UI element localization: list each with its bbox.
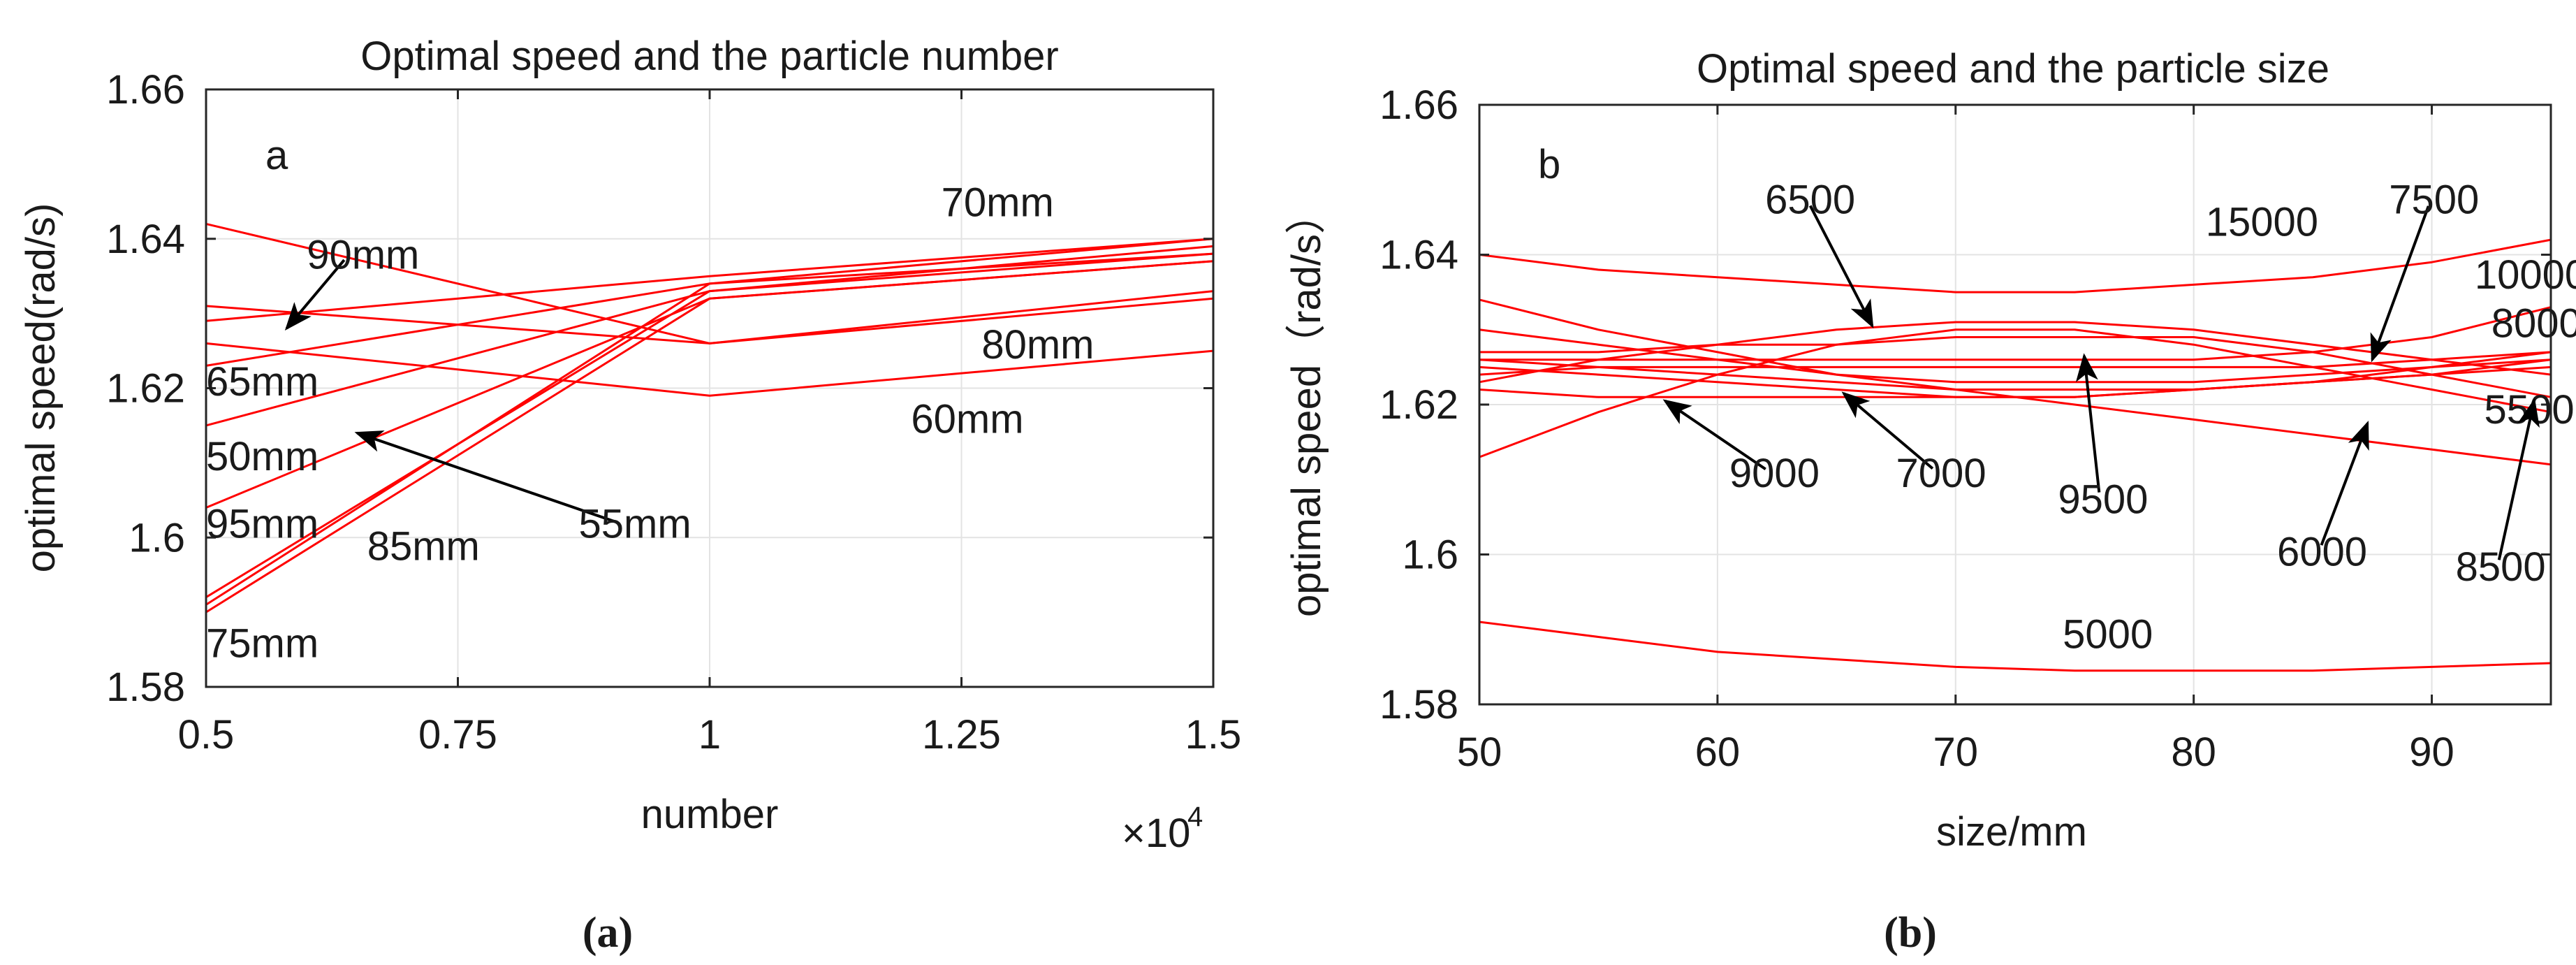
a-caption: (a) (583, 909, 633, 957)
b-annotation-arrow (2370, 205, 2430, 363)
b-xtick-label: 60 (1695, 730, 1741, 775)
a-xtick-label: 1.25 (922, 712, 1001, 757)
b-annotation-label: 8500 (2456, 544, 2546, 590)
b-annotation-label: 6000 (2277, 530, 2367, 575)
b-lines (1479, 238, 2552, 672)
panel-b: 50 60 70 80 90 1.58 1.6 1.62 1.64 1.66 6500 15000 7… (1284, 46, 2576, 957)
b-annotation-arrow (2497, 398, 2540, 560)
b-annotation-label: 10000 (2475, 252, 2576, 298)
b-annotation-arrow (1808, 205, 1874, 328)
a-ylabel: optimal speed(rad/s) (18, 203, 64, 573)
b-ytick-label: 1.64 (1380, 233, 1458, 278)
a-annotation-label: 80mm (981, 322, 1094, 368)
a-grid (205, 89, 1214, 688)
b-ytick-label: 1.62 (1380, 382, 1458, 428)
a-panel-letter: a (265, 133, 288, 178)
panel-a: 0.5 0.75 1 1.25 1.5 1.58 1.6 1.62 1.64 1.66 90mm 7… (18, 34, 1241, 957)
b-xlabel: size/mm (1936, 809, 2087, 855)
a-xlabel: number (641, 792, 779, 837)
a-series-line-85mm (205, 252, 1214, 598)
a-annotations: 90mm 70mm 65mm 80mm 50mm 60mm 95mm 55mm 85mm 75mm (206, 180, 1094, 667)
a-annotation-label: 50mm (206, 434, 319, 479)
a-xtick-label: 0.5 (178, 712, 235, 757)
a-annotation-label: 60mm (911, 397, 1023, 442)
b-ticks: 50 60 70 80 90 1.58 1.6 1.62 1.64 1.66 (1380, 82, 2551, 775)
b-series-line-7500 (1479, 358, 2552, 398)
b-title: Optimal speed and the particle size (1697, 46, 2329, 92)
b-series-line-15000 (1479, 238, 2552, 293)
a-exponent-power: 4 (1187, 801, 1203, 832)
b-series-line-10000 (1479, 306, 2552, 361)
b-xtick-label: 50 (1457, 730, 1502, 775)
b-series-line-8000 (1479, 358, 2552, 398)
b-ytick-label: 1.6 (1402, 532, 1458, 578)
b-caption: (b) (1884, 909, 1937, 957)
a-annotation-arrow (354, 430, 615, 523)
b-xtick-label: 90 (2409, 730, 2454, 775)
a-series-line-90mm (205, 222, 1214, 344)
b-annotation-label: 15000 (2206, 200, 2318, 245)
b-series-line-7000 (1479, 358, 2552, 391)
a-annotation-label: 85mm (367, 523, 480, 569)
b-annotation-label: 5000 (2063, 612, 2153, 658)
a-series-line-60mm (205, 342, 1214, 397)
a-title: Optimal speed and the particle number (360, 34, 1058, 79)
b-ytick-label: 1.58 (1380, 682, 1458, 727)
a-annotation-label: 90mm (307, 233, 419, 278)
b-annotation-label: 7500 (2389, 177, 2479, 223)
b-panel-letter: b (1538, 142, 1560, 187)
a-annotation-label: 65mm (206, 359, 319, 405)
b-ytick-label: 1.66 (1380, 82, 1458, 128)
b-ylabel: optimal speed（rad/s） (1284, 194, 1329, 617)
a-series-line-65mm (205, 238, 1214, 367)
a-ticks: 0.5 0.75 1 1.25 1.5 1.58 1.6 1.62 1.64 1.66 (106, 67, 1241, 757)
a-xtick-label: 0.75 (418, 712, 497, 757)
a-series-line-70mm (205, 238, 1214, 322)
a-ytick-label: 1.66 (106, 67, 185, 113)
a-annotation-label: 55mm (579, 501, 691, 546)
a-xtick-label: 1.5 (1185, 712, 1242, 757)
a-annotation-label: 70mm (942, 180, 1054, 226)
a-ytick-label: 1.62 (106, 366, 185, 412)
b-annotation-label: 8000 (2491, 300, 2576, 346)
b-series-line-9000 (1479, 328, 2552, 384)
b-annotation-arrow (2075, 353, 2101, 493)
b-annotation-label: 6500 (1765, 177, 1855, 223)
b-series-line-5000 (1479, 621, 2552, 672)
a-annotation-label: 95mm (206, 501, 319, 546)
b-annotation-arrow (1662, 399, 1766, 471)
a-lines (205, 222, 1214, 614)
b-annotation-arrow (2320, 421, 2369, 546)
a-ytick-label: 1.6 (129, 515, 185, 560)
a-xtick-label: 1 (698, 712, 721, 757)
b-annotations: 6500150007500100008000550090007000950060… (1662, 177, 2576, 658)
b-series-line-9500 (1479, 351, 2552, 376)
b-xtick-label: 70 (1933, 730, 1979, 775)
a-exponent-label: ×10 (1122, 811, 1190, 856)
a-annotation-label: 75mm (206, 621, 319, 666)
a-ytick-label: 1.58 (106, 665, 185, 710)
b-annotation-label: 7000 (1896, 451, 1986, 496)
b-annotation-arrow (1841, 391, 1934, 470)
a-annotation-arrow (284, 259, 346, 331)
b-annotation-label: 9500 (2058, 477, 2148, 523)
a-ytick-label: 1.64 (106, 217, 185, 262)
b-annotation-label: 9000 (1729, 451, 1820, 496)
b-xtick-label: 80 (2171, 730, 2216, 775)
